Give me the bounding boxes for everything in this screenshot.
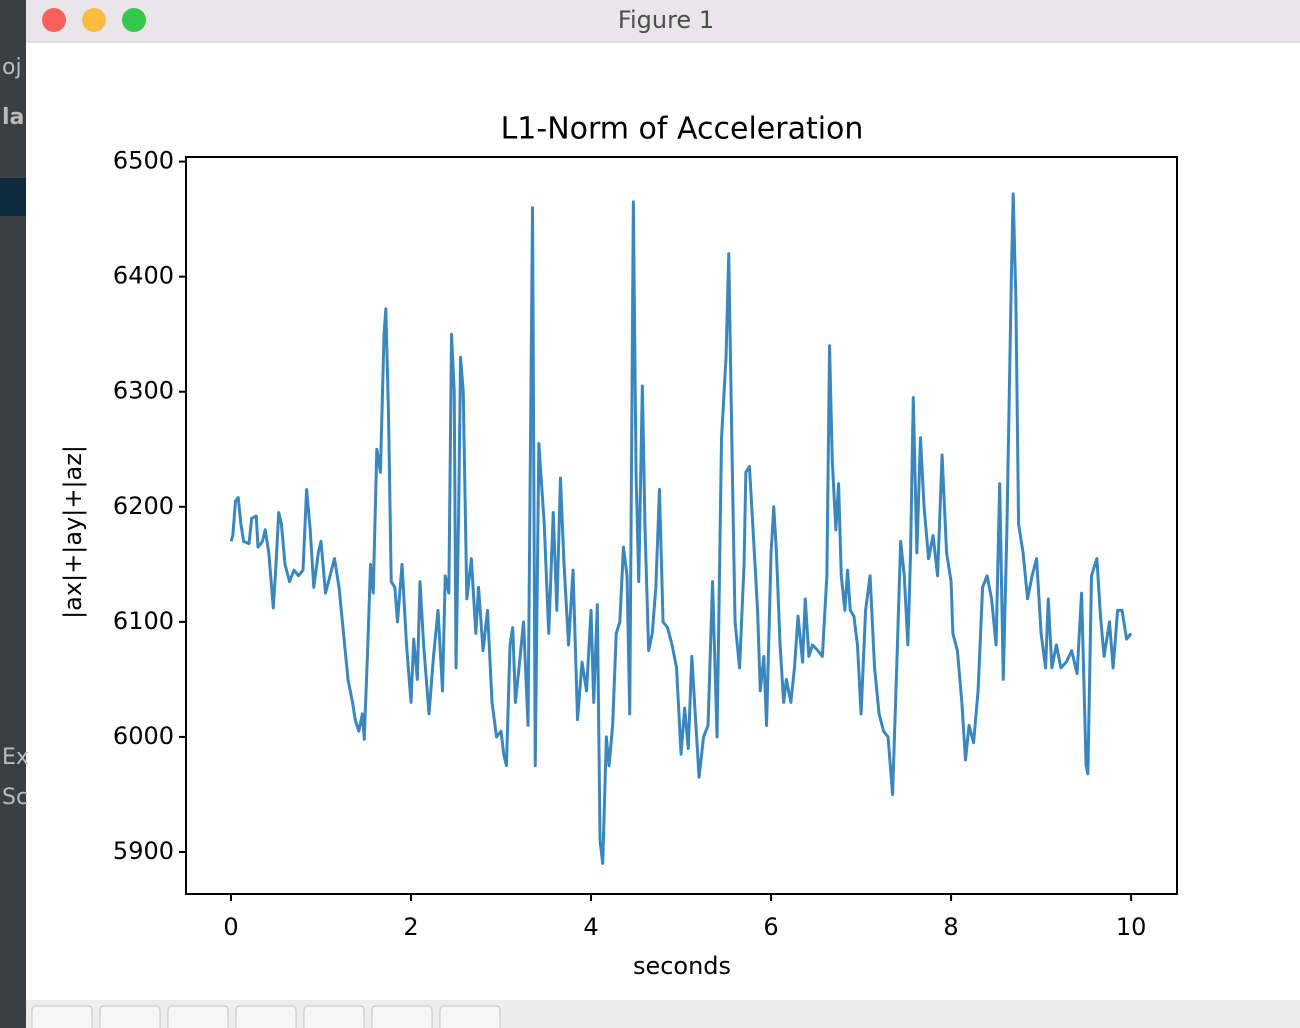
sidebar-item: oj bbox=[2, 55, 22, 80]
x-tick-label: 8 bbox=[943, 913, 958, 941]
y-tick-label: 5900 bbox=[113, 837, 174, 865]
x-tick-label: 4 bbox=[583, 913, 598, 941]
sidebar-item: la bbox=[2, 105, 24, 130]
back-button[interactable] bbox=[99, 1005, 161, 1028]
y-tick-label: 6300 bbox=[113, 377, 174, 405]
ide-selected-row bbox=[0, 178, 26, 216]
y-tick-label: 6500 bbox=[113, 147, 174, 175]
close-button[interactable] bbox=[42, 8, 66, 32]
y-tick-label: 6100 bbox=[113, 607, 174, 635]
sidebar-item: Sc bbox=[2, 785, 28, 810]
chart-title: L1-Norm of Acceleration bbox=[501, 112, 864, 147]
x-tick-label: 6 bbox=[763, 913, 778, 941]
zoom-tool-button[interactable] bbox=[303, 1005, 365, 1028]
y-tick-label: 6200 bbox=[113, 492, 174, 520]
sidebar-item: Ex bbox=[2, 745, 29, 770]
forward-button[interactable] bbox=[167, 1005, 229, 1028]
y-tick-label: 6400 bbox=[113, 262, 174, 290]
x-axis-label: seconds bbox=[633, 952, 731, 980]
y-axis-label: |ax|+|ay|+|az| bbox=[59, 445, 87, 619]
plot-area bbox=[185, 156, 1178, 895]
window-title: Figure 1 bbox=[618, 6, 714, 34]
data-line bbox=[229, 192, 1133, 866]
ide-sidebar bbox=[0, 0, 26, 1028]
title-bar bbox=[26, 0, 1300, 42]
minimize-button[interactable] bbox=[82, 8, 106, 32]
save-button[interactable] bbox=[439, 1005, 501, 1028]
zoom-button[interactable] bbox=[122, 8, 146, 32]
x-tick-label: 10 bbox=[1116, 913, 1147, 941]
chart: L1-Norm of Acceleration seconds |ax|+|ay… bbox=[59, 112, 1178, 980]
pan-button[interactable] bbox=[235, 1005, 297, 1028]
home-button[interactable] bbox=[31, 1005, 93, 1028]
configure-button[interactable] bbox=[371, 1005, 433, 1028]
x-tick-label: 0 bbox=[223, 913, 238, 941]
x-tick-label: 2 bbox=[403, 913, 418, 941]
y-tick-label: 6000 bbox=[113, 722, 174, 750]
